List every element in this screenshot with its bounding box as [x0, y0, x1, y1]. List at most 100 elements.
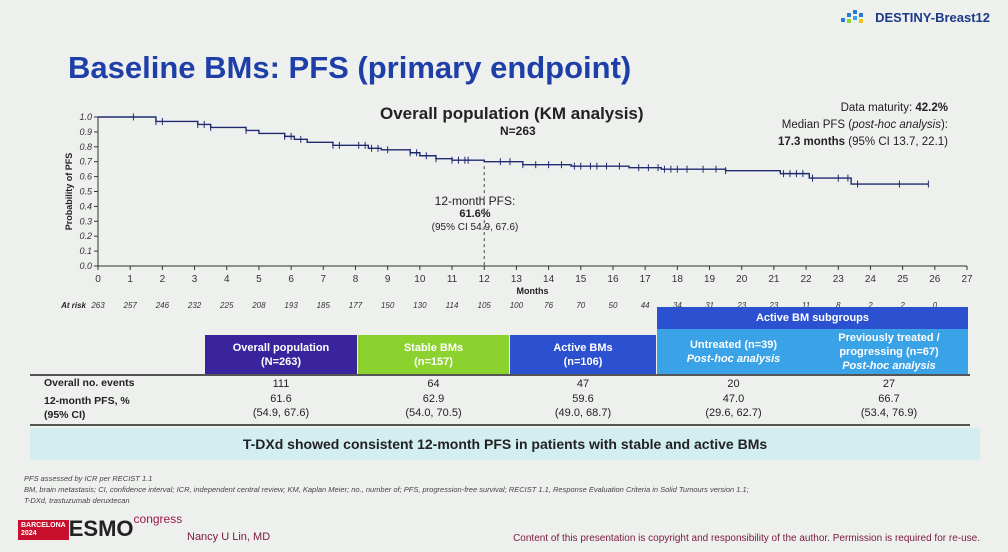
- congress-word: congress: [133, 512, 183, 526]
- at-risk-value: 185: [317, 301, 331, 310]
- median-label-end: ):: [940, 119, 948, 131]
- at-risk-value: 150: [381, 301, 395, 310]
- y-tick-label: 0.6: [79, 172, 92, 182]
- x-tick-label: 15: [575, 274, 587, 285]
- annotation-ci: (95% CI 54.9, 67.6): [431, 222, 519, 233]
- y-tick-label: 0.4: [79, 201, 92, 211]
- trial-logo: DESTINY-Breast12: [839, 8, 990, 26]
- column-header-line: Post-hoc analysis: [686, 352, 781, 365]
- column-header-line: (N=263): [260, 355, 302, 368]
- pfs-value: 66.7: [878, 393, 900, 405]
- logo-icon: [841, 10, 864, 23]
- x-tick-label: 16: [607, 274, 619, 285]
- pfs-value: 47.0: [722, 393, 745, 405]
- y-tick-label: 1.0: [79, 112, 92, 122]
- km-curve: [98, 116, 929, 185]
- x-tick-label: 2: [160, 274, 166, 285]
- annotation-label: 12-month PFS:: [434, 194, 516, 208]
- conclusion-banner: T-DXd showed consistent 12-month PFS in …: [30, 428, 980, 460]
- column-header: Untreated (n=39) Post-hoc analysis: [657, 329, 810, 374]
- at-risk-value: 225: [219, 301, 234, 310]
- x-tick-label: 5: [256, 274, 262, 285]
- congress-city: BARCELONA: [21, 522, 66, 529]
- column-header-line: (n=106): [563, 355, 603, 368]
- at-risk-value: 257: [123, 301, 138, 310]
- column-header-line: Post-hoc analysis: [842, 359, 936, 372]
- at-risk-value: 0: [933, 301, 938, 310]
- at-risk-value: 76: [544, 301, 553, 310]
- pfs-value: 59.6: [572, 393, 594, 405]
- at-risk-value: 11: [802, 301, 810, 310]
- at-risk-value: 114: [446, 301, 459, 310]
- x-tick-label: 19: [704, 274, 716, 285]
- x-tick-label: 9: [385, 274, 391, 285]
- y-tick-label: 0.9: [79, 127, 92, 137]
- pfs-value: 62.9: [422, 393, 445, 405]
- logo-text: DESTINY-Breast12: [875, 9, 990, 25]
- x-tick-label: 24: [865, 274, 877, 285]
- pfs-ci: (49.0, 68.7): [554, 407, 612, 419]
- y-tick-label: 0.0: [79, 261, 92, 271]
- footnote-2: BM, brain metastasis; CI, confidence int…: [24, 485, 749, 494]
- slide-title: Baseline BMs: PFS (primary endpoint): [68, 50, 632, 85]
- events-label: Overall no. events: [44, 377, 135, 389]
- pfs-label: 12-month PFS, %: [44, 395, 130, 407]
- x-tick-label: 22: [801, 274, 813, 285]
- events-value: 64: [427, 378, 440, 390]
- esmo-logo: BARCELONA 2024 ESMO congress: [18, 512, 182, 540]
- table-rule-top: [30, 374, 970, 376]
- x-tick-label: 21: [768, 274, 780, 285]
- at-risk-value: 100: [510, 301, 524, 310]
- congress-year: 2024: [21, 530, 37, 537]
- events-value: 27: [882, 378, 896, 390]
- x-tick-label: 6: [288, 274, 294, 285]
- x-tick-label: 4: [224, 274, 230, 285]
- x-tick-label: 20: [736, 274, 748, 285]
- table-rule-bottom: [30, 424, 970, 426]
- at-risk-value: 44: [641, 301, 650, 310]
- chart-subtitle: N=263: [500, 124, 536, 138]
- x-tick-label: 12: [479, 274, 491, 285]
- at-risk-value: 232: [187, 301, 202, 310]
- at-risk-value: 23: [768, 301, 778, 310]
- x-tick-label: 1: [127, 274, 133, 285]
- maturity-value: 42.2%: [915, 102, 948, 114]
- events-value: 47: [576, 378, 590, 390]
- y-tick-label: 0.5: [79, 187, 93, 197]
- x-tick-label: 3: [192, 274, 198, 285]
- congress-badge: BARCELONA 2024: [18, 520, 69, 540]
- pfs-ci: (53.4, 76.9): [860, 407, 918, 419]
- x-tick-label: 10: [414, 274, 426, 285]
- at-risk-value: 70: [576, 301, 585, 310]
- pfs-ci: (54.0, 70.5): [405, 407, 462, 419]
- maturity-label: Data maturity:: [840, 102, 916, 114]
- presenter: Nancy U Lin, MD: [187, 531, 271, 543]
- footnote-3: T-DXd, trastuzumab deruxtecan: [24, 496, 130, 505]
- y-tick-label: 0.1: [79, 246, 92, 256]
- pfs-ci: (29.6, 62.7): [705, 407, 762, 419]
- group-header: Active BM subgroups: [657, 307, 968, 329]
- column-header-line: Untreated (n=39): [689, 338, 778, 351]
- x-tick-label: 13: [511, 274, 523, 285]
- at-risk-value: 263: [90, 301, 105, 310]
- column-header-line: Active BMs: [553, 341, 613, 354]
- column-header: Overall population (N=263): [205, 335, 357, 374]
- at-risk-value: 246: [155, 301, 170, 310]
- y-tick-label: 0.2: [79, 231, 92, 241]
- x-tick-label: 14: [543, 274, 555, 285]
- at-risk-value: 193: [284, 301, 298, 310]
- median-ci: (95% CI 13.7, 22.1): [845, 136, 948, 148]
- footnote-1: PFS assessed by ICR per RECIST 1.1: [24, 474, 153, 483]
- copyright: Content of this presentation is copyrigh…: [513, 533, 980, 544]
- column-header-line: progressing (n=67): [839, 345, 939, 358]
- column-header-line: (n=157): [414, 355, 453, 368]
- median-italic: post-hoc analysis: [852, 119, 941, 131]
- at-risk-value: 177: [349, 301, 363, 310]
- x-tick-label: 26: [929, 274, 941, 285]
- y-axis-label: Probability of PFS: [64, 153, 74, 231]
- column-header-line: Previously treated /: [838, 331, 940, 344]
- y-tick-label: 0.7: [79, 157, 93, 167]
- at-risk-value: 50: [609, 301, 618, 310]
- km-chart: 0.00.10.20.30.40.50.60.70.80.91.00 1 2 3 4 5 6…: [60, 112, 973, 310]
- column-header-line: Stable BMs: [403, 341, 464, 354]
